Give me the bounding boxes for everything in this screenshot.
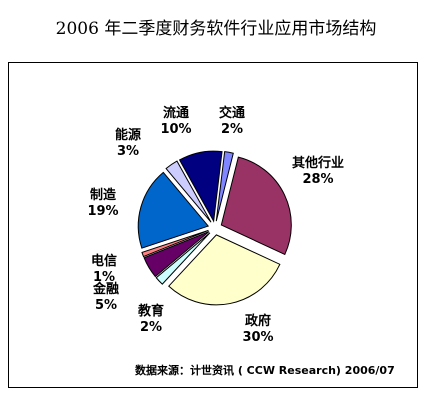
label-education-name: 教育: [137, 304, 164, 319]
label-other-industries-value: 28%: [302, 172, 334, 187]
label-telecom: 电信 1%: [86, 254, 122, 286]
label-finance-name: 金融: [92, 282, 119, 297]
pie-slice-0: [215, 151, 234, 222]
pie-slice-3: [155, 232, 211, 285]
pie-slice-6: [137, 171, 210, 249]
pie-slice-1: [220, 156, 292, 256]
label-jiaotong: 交通 2%: [212, 106, 252, 138]
label-manufacturing-value: 19%: [87, 204, 119, 219]
label-finance-value: 5%: [94, 298, 118, 313]
data-source-note: 数据来源：计世资讯 ( CCW Research) 2006/07: [135, 364, 395, 377]
label-manufacturing-name: 制造: [89, 188, 116, 203]
pie-slice-7: [165, 160, 212, 223]
label-manufacturing: 制造 19%: [85, 188, 121, 220]
pie-slice-4: [143, 231, 210, 278]
label-education-value: 2%: [139, 320, 163, 335]
label-finance: 金融 5%: [88, 282, 124, 314]
label-education: 教育 2%: [133, 304, 169, 336]
label-jiaotong-value: 2%: [220, 122, 244, 137]
label-other-industries-name: 其他行业: [291, 156, 344, 171]
label-energy-value: 3%: [116, 144, 140, 159]
label-liutong: 流通 10%: [158, 106, 194, 138]
label-other-industries: 其他行业 28%: [286, 156, 350, 188]
label-liutong-value: 10%: [160, 122, 192, 137]
label-government-value: 30%: [242, 330, 274, 345]
pie-slice-2: [168, 234, 281, 306]
chart-frame: [8, 62, 418, 388]
label-government: 政府 30%: [238, 314, 278, 346]
label-government-name: 政府: [244, 314, 271, 329]
pie-slice-8: [178, 150, 223, 223]
label-telecom-name: 电信: [90, 254, 117, 269]
chart-title: 2006 年二季度财务软件行业应用市场结构: [55, 19, 377, 39]
label-energy: 能源 3%: [110, 128, 146, 160]
label-telecom-value: 1%: [92, 270, 116, 285]
label-energy-name: 能源: [114, 128, 141, 143]
pie-slice-5: [141, 229, 209, 258]
label-liutong-name: 流通: [162, 106, 189, 121]
label-jiaotong-name: 交通: [218, 106, 245, 121]
